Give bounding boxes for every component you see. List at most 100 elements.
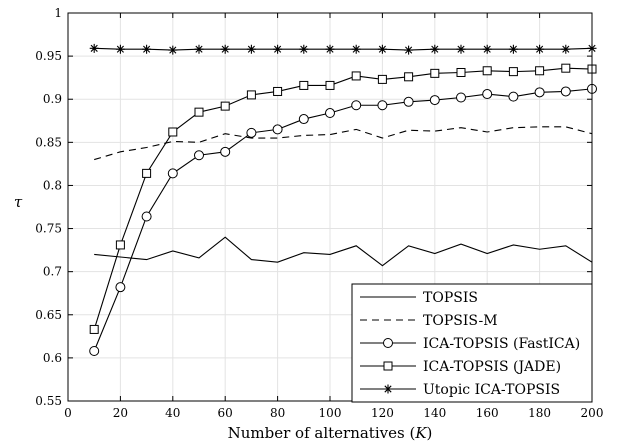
data-point [456,44,466,54]
x-axis-label: Number of alternatives (K) [228,424,433,442]
legend-marker [383,384,393,394]
data-point [561,63,571,73]
data-point [403,96,414,107]
x-tick-label: 180 [528,406,551,420]
legend-entry: ICA-TOPSIS (FastICA) [360,336,580,352]
legend-label: TOPSIS-M [423,313,498,329]
y-tick-label: 0.65 [35,308,62,322]
x-tick-label: 120 [371,406,394,420]
data-point [377,44,387,54]
data-point [115,44,125,54]
legend-label: Utopic ICA-TOPSIS [423,382,560,398]
x-tick-label: 20 [113,406,128,420]
series-line [94,236,593,267]
series-1 [94,236,593,267]
legend-entries: TOPSIS TOPSIS-M ICA-TOPSIS (FastICA) ICA-TO… [360,290,580,398]
y-axis-label: τ [14,193,23,211]
data-point [141,211,152,222]
y-tick-label: 0.55 [35,394,62,408]
data-point [168,127,178,137]
data-point [220,146,231,157]
data-point [272,124,283,135]
y-tick-label: 0.7 [43,265,62,279]
data-point [89,345,100,356]
data-point [220,44,230,54]
data-point [273,86,283,96]
data-point [194,107,204,117]
data-point [246,127,257,138]
data-point [561,44,571,54]
y-tick-label: 0.9 [43,92,62,106]
x-tick-label: 100 [319,406,342,420]
y-tick-label: 0.95 [35,49,62,63]
data-point [246,44,256,54]
data-point [482,89,493,100]
x-axis-label-symbol: K [414,424,427,442]
data-point [535,44,545,54]
legend-entry: Utopic ICA-TOPSIS [360,382,560,398]
x-tick-label: 60 [218,406,233,420]
data-point [299,80,309,90]
x-tick-label: 40 [165,406,180,420]
data-point [273,44,283,54]
data-point [404,72,414,82]
data-point [430,68,440,78]
data-point [377,100,388,111]
data-point [508,67,518,77]
data-point [142,44,152,54]
legend-label: ICA-TOPSIS (FastICA) [423,336,580,352]
data-point [482,66,492,76]
y-tick-label: 0.85 [35,135,62,149]
data-point [142,168,152,178]
data-point [429,95,440,106]
legend-label: TOPSIS [423,290,478,306]
data-point [456,67,466,77]
data-point [430,44,440,54]
y-tick-label: 0.8 [43,178,62,192]
x-tick-label: 140 [423,406,446,420]
legend-entry: TOPSIS-M [360,313,498,329]
data-point [534,87,545,98]
data-point [298,114,309,125]
series-2 [94,126,593,161]
data-point [508,44,518,54]
data-point [89,324,99,334]
data-point [194,44,204,54]
data-point [246,90,256,100]
data-point [299,44,309,54]
axis-ticks: 0 20 40 60 80 100 120 140 160 180 200 0.55 0.6 0.65 0.… [35,6,603,420]
data-point [351,44,361,54]
data-point [482,44,492,54]
data-point [535,66,545,76]
data-point [325,108,335,119]
x-tick-label: 80 [270,406,285,420]
data-point [115,282,126,293]
legend-entry: TOPSIS [360,290,478,306]
data-point [194,150,204,161]
data-point [167,168,178,179]
legend-marker [383,361,393,371]
y-tick-label: 0.6 [43,351,62,365]
x-tick-label: 160 [476,406,499,420]
data-point [508,91,519,102]
data-point [220,101,230,111]
y-tick-label: 1 [54,6,62,20]
x-tick-label: 200 [581,406,604,420]
legend: TOPSIS TOPSIS-M ICA-TOPSIS (FastICA) ICA-TO… [351,283,593,403]
data-point [351,71,361,81]
data-point [456,92,466,103]
data-point [325,44,335,54]
data-point [89,43,99,53]
data-point [560,86,571,97]
legend-marker [383,338,393,348]
x-tick-label: 0 [64,406,72,420]
data-point [351,100,362,111]
series-4 [89,63,597,334]
data-point [404,45,414,55]
x-axis-label-suffix: ) [427,424,433,442]
data-point [115,240,125,250]
series-line [94,126,593,161]
y-tick-label: 0.75 [35,222,62,236]
data-point [377,74,387,84]
